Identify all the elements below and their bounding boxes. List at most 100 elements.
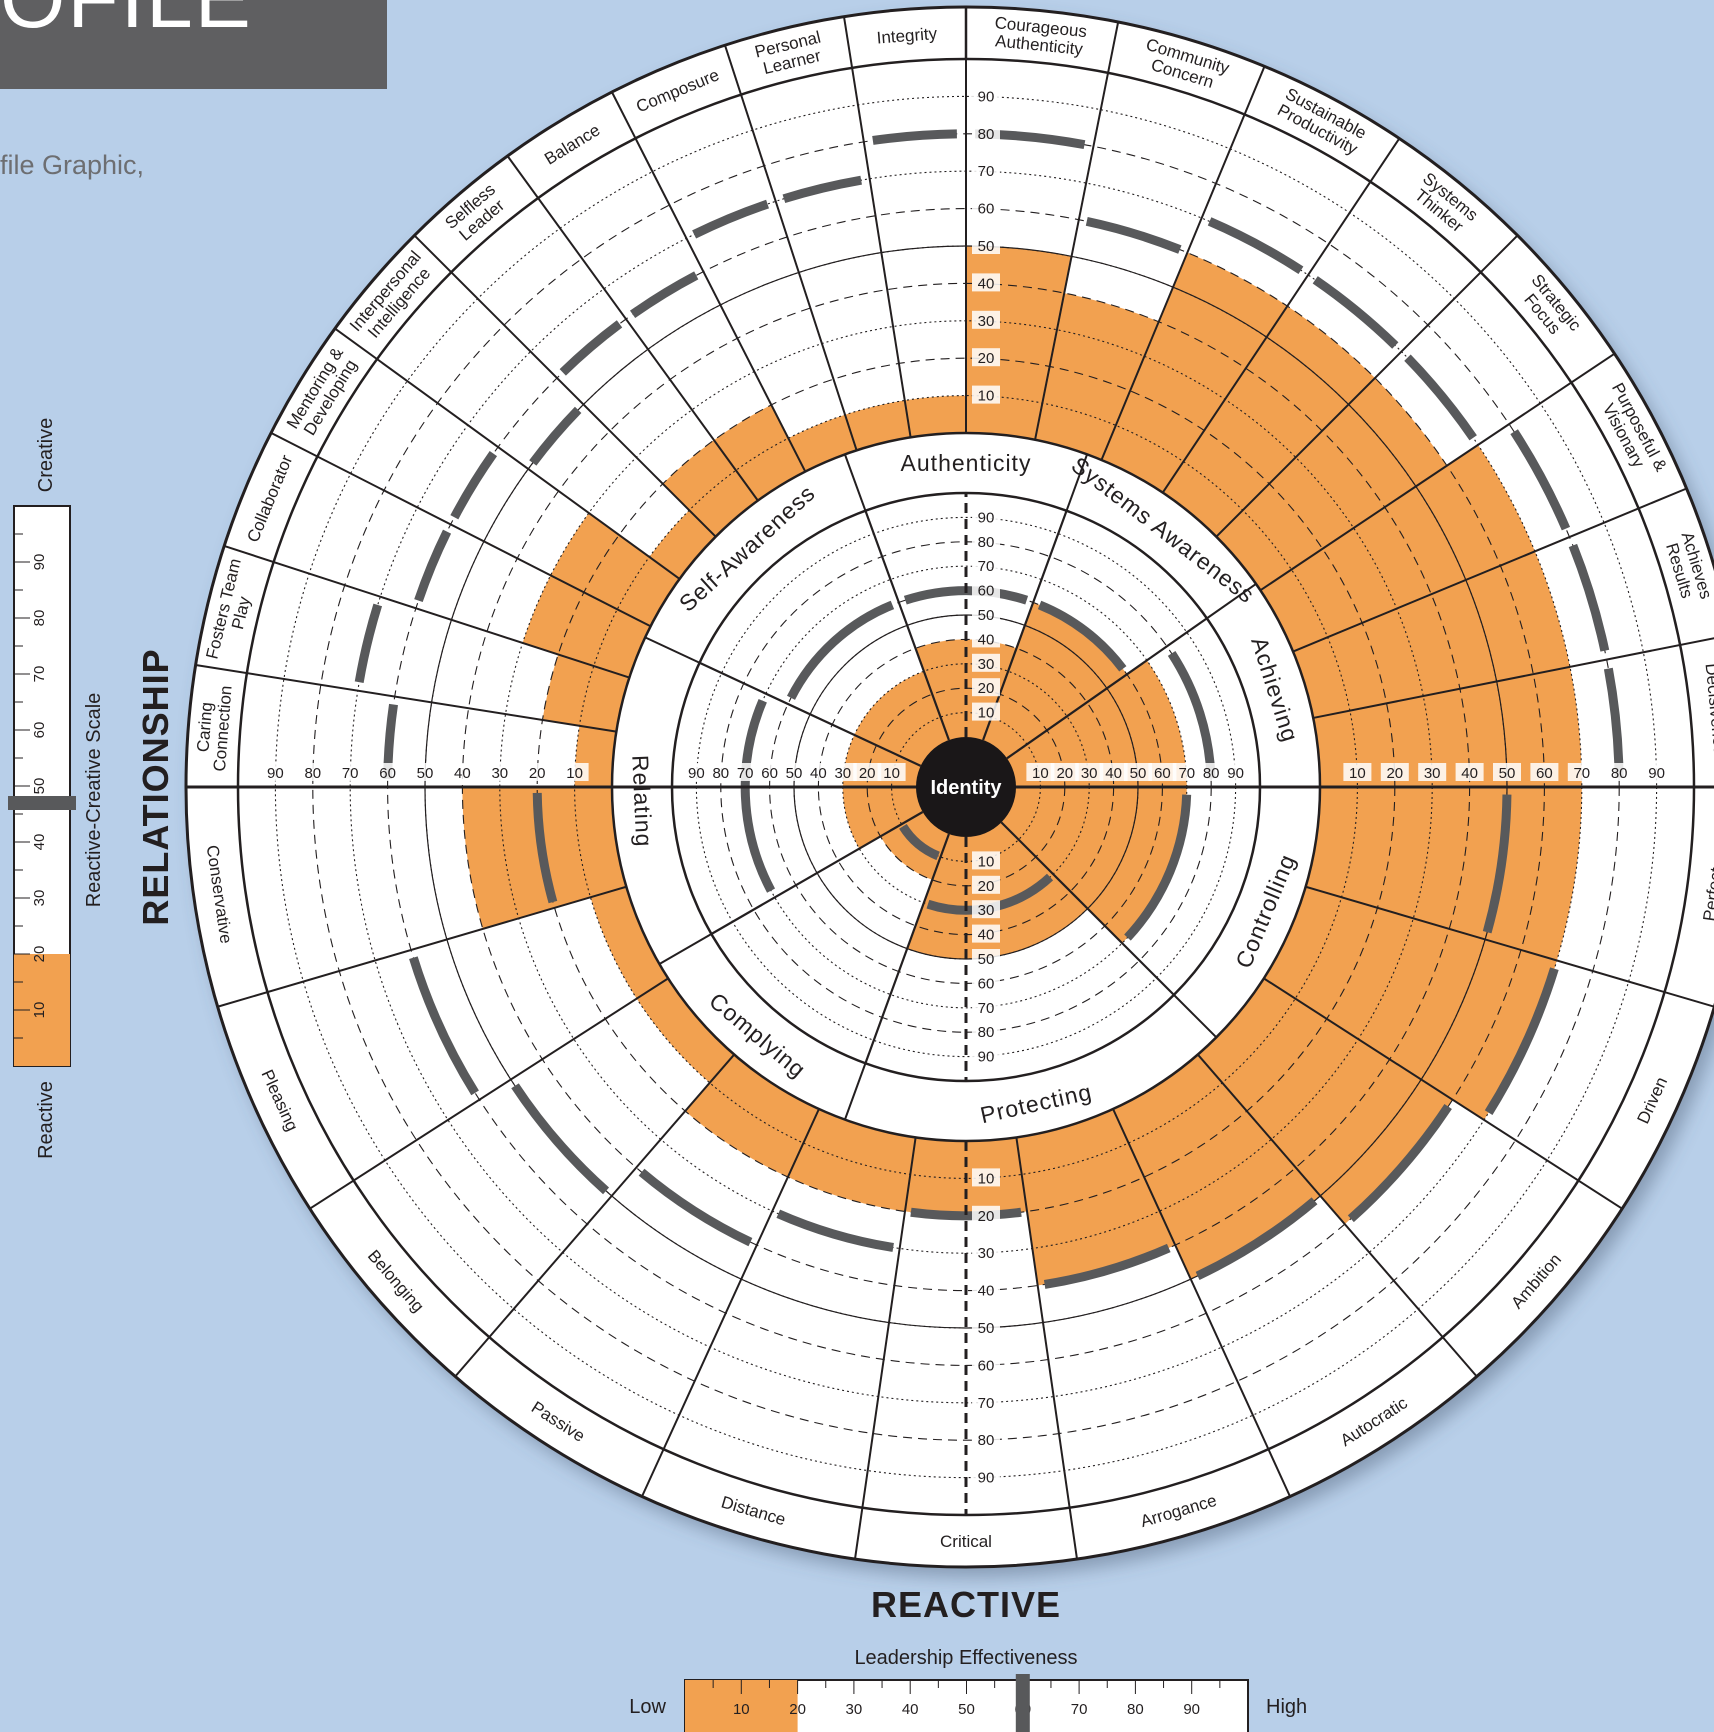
tick-label-bg [1148,763,1177,781]
segment-divider [223,545,630,679]
score-bar [636,978,735,1083]
tick-label: 90 [978,509,995,526]
sector-divider [864,510,950,741]
tick-label: 70 [978,1395,995,1412]
effectiveness-title: Leadership Effectiveness [854,1647,1077,1669]
norm-marker [1312,276,1399,349]
tick-label-bg [780,763,808,781]
tick-label: 50 [786,765,803,782]
tick-label: 30 [1424,765,1441,782]
tick-label: 70 [737,765,754,782]
segment-divider [270,431,652,628]
segment-divider [1305,885,1714,1008]
tick-label: 50 [978,1320,995,1337]
score-bar [845,400,911,451]
inner-norm-marker [1124,794,1192,941]
tick-label: 30 [834,765,851,782]
norm-marker [532,792,558,904]
tick-label: 70 [342,765,359,782]
tick-label-bg [972,605,1000,623]
tick-label-bg [972,1046,1000,1065]
tick-label-bg [972,1022,1000,1041]
tick-label: 80 [978,1024,995,1041]
segment-divider [1259,352,1616,592]
tick-label: 50 [978,951,995,968]
tick-label-bg [1197,763,1226,781]
scale-tick-label: 90 [31,554,48,571]
tick-label-bg [1642,763,1671,781]
tick-label: 80 [978,1432,995,1449]
tick-label-bg [972,900,1000,919]
identity-center [916,737,1016,837]
tick-label: 50 [1130,765,1147,782]
tick-label: 50 [417,765,434,782]
tick-label-bg [972,348,1000,367]
segment-divider [854,1137,917,1560]
score-bar [1016,1109,1176,1286]
scale-tick-label: 60 [31,722,48,739]
score-bar [1197,978,1453,1225]
tick-label-bg [1172,763,1201,781]
tick-label-bg [972,678,1000,697]
segment-divider [506,155,759,502]
tick-label-bg [972,385,1000,404]
tick-label-bg [972,198,1000,217]
effectiveness-tick-label: 30 [846,1701,863,1718]
tick-label: 10 [978,853,995,870]
tick-label-bg [972,1280,1000,1299]
sector-divider [864,833,950,1064]
tick-label: 30 [491,765,508,782]
tick-label: 10 [566,765,583,782]
score-bar [1113,1054,1321,1280]
inner-norm-marker [740,698,776,893]
tick-label-bg [1567,763,1596,781]
tick-label: 60 [978,583,995,600]
segment-divider [195,663,617,733]
norm-marker [872,129,957,145]
tick-label: 60 [1536,765,1553,782]
score-bar [787,1109,916,1212]
tick-label-bg [972,1168,1000,1187]
tick-label: 50 [1499,765,1516,782]
score-bar [522,575,651,678]
segment-divider [413,234,717,538]
sector-divider [1006,617,1208,760]
page-title-fragment: OFILE [0,0,253,47]
tick-label-bg [1075,763,1104,781]
sector-divider [710,811,924,935]
band-divider [843,1062,867,1120]
scale-title: Reactive-Creative Scale [83,693,105,908]
tick-label: 20 [859,765,876,782]
tick-label-bg [1099,763,1128,781]
tick-label-bg [1530,763,1559,781]
tick-label-bg [804,763,833,781]
tick-label: 60 [978,1357,995,1374]
tick-label-bg [972,973,1000,992]
tick-label: 70 [978,163,995,180]
segment-divider [842,16,912,438]
score-bar [542,654,630,732]
tick-label-bg [972,507,1000,526]
effectiveness-tick-label: 10 [733,1701,750,1718]
tick-label: 10 [978,388,995,405]
segment-divider [334,327,681,580]
effectiveness-tick-label: 80 [1127,1701,1144,1718]
tick-label-bg [972,531,1000,550]
effectiveness-marker [1015,1674,1030,1732]
score-bar [1313,666,1582,787]
scale-tick-label: 50 [31,778,48,795]
category-label: Relating [627,754,657,847]
tick-label: 90 [688,765,705,782]
score-bar [788,414,857,472]
tick-label: 10 [1349,765,1366,782]
norm-marker [1043,1243,1171,1289]
norm-marker [776,1209,894,1252]
segment-divider [1161,137,1401,494]
tick-label: 80 [978,126,995,143]
norm-marker [409,956,479,1096]
segment-divider [1215,234,1519,538]
tick-label: 80 [304,765,321,782]
tick-label-bg [1380,763,1409,781]
tick-label-bg [972,1430,1000,1449]
